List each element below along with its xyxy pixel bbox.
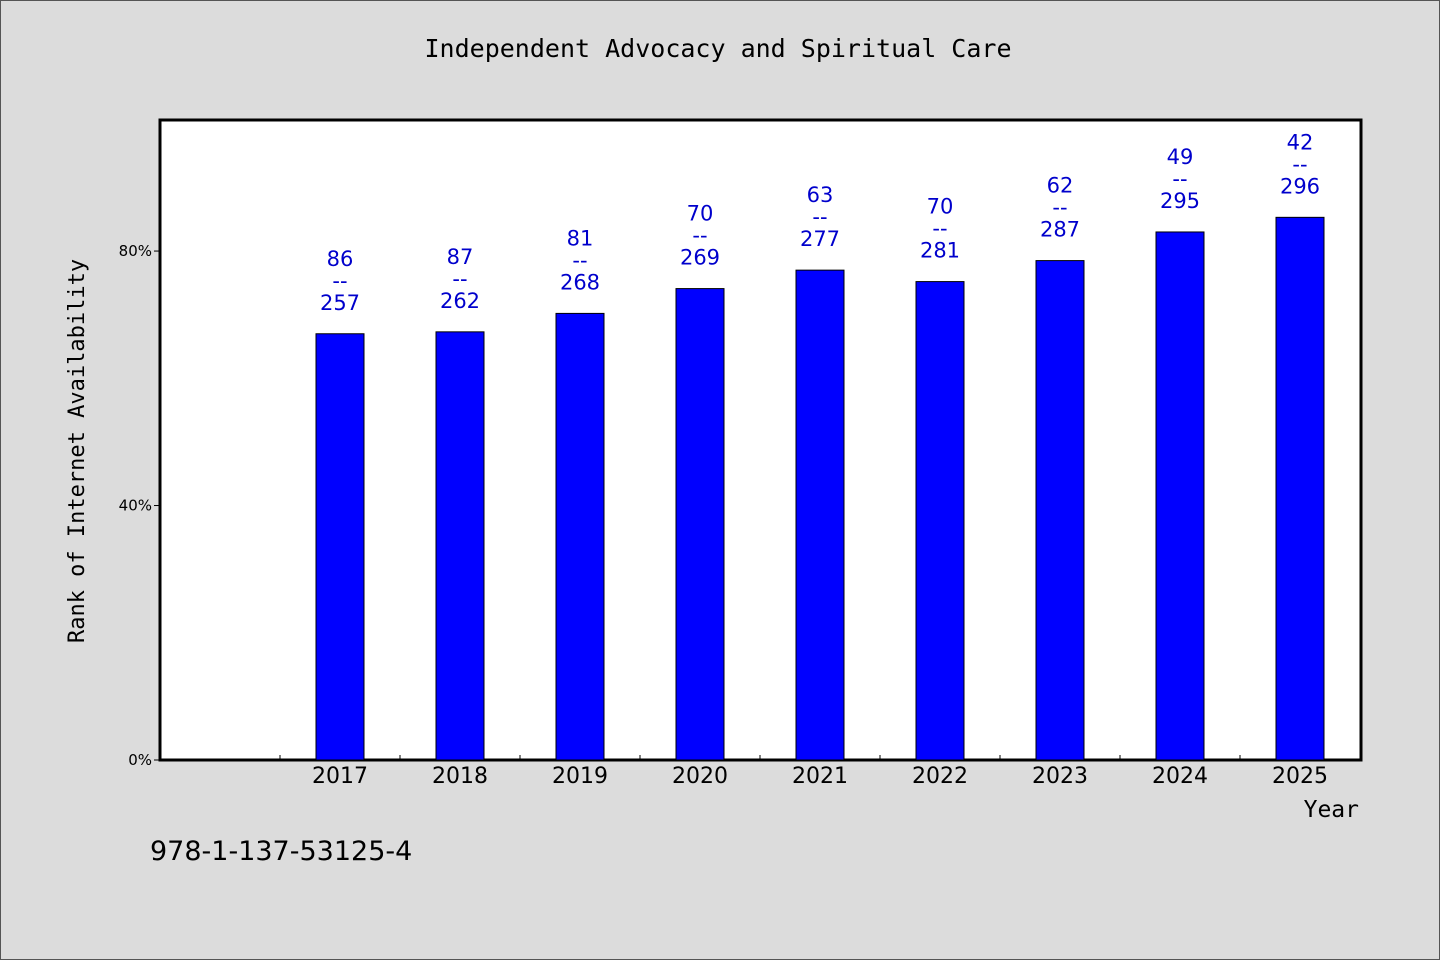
- bar-2025: [1275, 216, 1325, 761]
- y-axis-label: Rank of Internet Availability: [65, 259, 90, 643]
- data-label-2025-line-1: 42: [1287, 130, 1314, 154]
- data-label-2023-line-2: --: [1052, 196, 1067, 220]
- y-tick-label: 0%: [128, 751, 152, 769]
- data-label-2025-line-3: 296: [1280, 174, 1320, 198]
- data-label-2022-line-3: 281: [920, 239, 960, 263]
- data-label-2018-line-1: 87: [447, 245, 474, 269]
- bar-2024: [1155, 231, 1205, 761]
- data-label-2024-line-2: --: [1172, 167, 1187, 191]
- y-tick-label: 40%: [119, 497, 152, 515]
- isbn-code: 978-1-137-53125-4: [150, 836, 413, 867]
- bar-2018: [435, 331, 485, 761]
- data-label-2019-line-1: 81: [567, 226, 594, 250]
- data-label-2020-line-2: --: [692, 224, 707, 248]
- data-label-2017-line-3: 257: [320, 291, 360, 315]
- x-tick-label-2022: 2022: [912, 764, 968, 789]
- data-label-2025-line-2: --: [1292, 152, 1307, 176]
- data-label-2021-line-1: 63: [807, 183, 834, 207]
- bar-2017: [315, 333, 365, 761]
- x-tick-label-2023: 2023: [1032, 764, 1088, 789]
- data-label-2019-line-2: --: [572, 248, 587, 272]
- data-label-2019-line-3: 268: [560, 270, 600, 294]
- data-label-2021-line-3: 277: [800, 227, 840, 251]
- data-label-2020-line-3: 269: [680, 246, 720, 270]
- y-tick-label: 80%: [119, 242, 152, 260]
- data-label-2024-line-3: 295: [1160, 189, 1200, 213]
- data-label-2022-line-1: 70: [927, 195, 954, 219]
- chart-title: Independent Advocacy and Spiritual Care: [424, 34, 1012, 63]
- x-tick-label-2021: 2021: [792, 764, 848, 789]
- bar-2022: [915, 281, 965, 761]
- bar-2023: [1035, 260, 1085, 761]
- data-label-2018-line-3: 262: [440, 289, 480, 313]
- x-tick-label-2018: 2018: [432, 764, 488, 789]
- data-label-2017-line-1: 86: [327, 247, 354, 271]
- x-tick-label-2024: 2024: [1152, 764, 1208, 789]
- data-label-2021-line-2: --: [812, 205, 827, 229]
- data-label-2023-line-1: 62: [1047, 174, 1074, 198]
- data-labels-group: 86--25787--26281--26870--26963--27770--2…: [320, 130, 1320, 314]
- data-label-2020-line-1: 70: [687, 202, 714, 226]
- bar-2021: [795, 269, 845, 761]
- y-axis: 0% 40% 80%: [119, 242, 160, 769]
- data-label-2022-line-2: --: [932, 217, 947, 241]
- data-label-2024-line-1: 49: [1167, 145, 1194, 169]
- x-tick-label-2019: 2019: [552, 764, 608, 789]
- data-label-2018-line-2: --: [452, 267, 467, 291]
- data-label-2017-line-2: --: [332, 269, 347, 293]
- bar-2020: [675, 288, 725, 761]
- x-axis-label: Year: [1304, 797, 1359, 823]
- data-label-2023-line-3: 287: [1040, 218, 1080, 242]
- x-tick-label-2020: 2020: [672, 764, 728, 789]
- x-tick-label-2025: 2025: [1272, 764, 1328, 789]
- bar-2019: [555, 312, 605, 761]
- x-axis: 2017 2018 2019 2020 2021 2022 2023 2024 2025: [279, 755, 1361, 789]
- bars-group: [315, 216, 1325, 761]
- x-tick-label-2017: 2017: [312, 764, 368, 789]
